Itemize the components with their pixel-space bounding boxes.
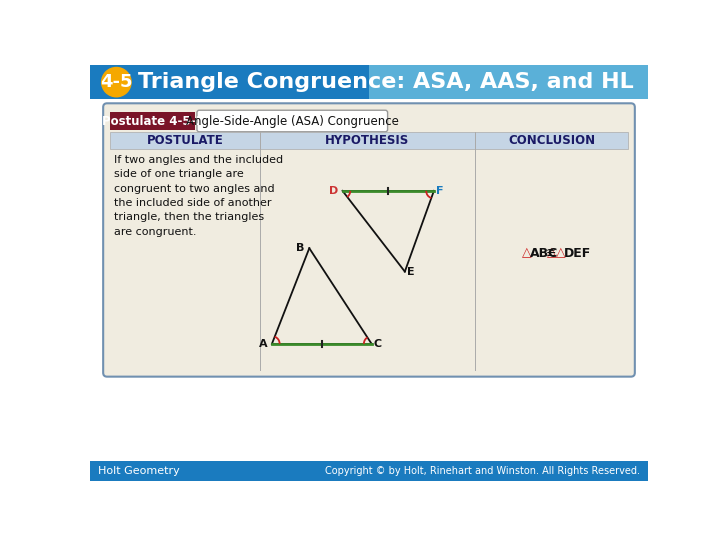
Text: Postulate 4-5-1: Postulate 4-5-1 xyxy=(102,114,204,127)
Bar xyxy=(110,132,260,148)
Text: C: C xyxy=(373,339,382,349)
Text: POSTULATE: POSTULATE xyxy=(147,134,223,147)
Text: D: D xyxy=(328,186,338,196)
Text: Triangle Congruence: ASA, AAS, and HL: Triangle Congruence: ASA, AAS, and HL xyxy=(138,72,634,92)
Text: CONCLUSION: CONCLUSION xyxy=(508,134,595,147)
Bar xyxy=(475,132,628,148)
FancyBboxPatch shape xyxy=(197,110,387,132)
Bar xyxy=(110,112,195,130)
Text: △: △ xyxy=(556,247,566,260)
Text: E: E xyxy=(408,267,415,276)
Text: 4-5: 4-5 xyxy=(100,73,132,91)
Text: Copyright © by Holt, Rinehart and Winston. All Rights Reserved.: Copyright © by Holt, Rinehart and Winsto… xyxy=(325,465,640,476)
Bar xyxy=(90,461,648,481)
Text: ABC: ABC xyxy=(530,247,558,260)
Bar xyxy=(260,132,475,148)
Text: A: A xyxy=(258,339,267,349)
Bar xyxy=(90,99,648,461)
Text: ≅: ≅ xyxy=(542,247,561,260)
FancyBboxPatch shape xyxy=(103,103,635,377)
Text: △: △ xyxy=(546,247,557,260)
Text: If two angles and the included
side of one triangle are
congruent to two angles : If two angles and the included side of o… xyxy=(114,155,283,237)
Text: F: F xyxy=(436,186,444,196)
Text: △: △ xyxy=(522,247,531,260)
Circle shape xyxy=(102,68,131,97)
Text: B: B xyxy=(296,243,305,253)
Text: HYPOTHESIS: HYPOTHESIS xyxy=(325,134,410,147)
Bar xyxy=(90,65,369,99)
Bar xyxy=(369,65,648,99)
Text: Angle-Side-Angle (ASA) Congruence: Angle-Side-Angle (ASA) Congruence xyxy=(186,114,399,127)
Text: DEF: DEF xyxy=(564,247,591,260)
Text: Holt Geometry: Holt Geometry xyxy=(98,465,179,476)
